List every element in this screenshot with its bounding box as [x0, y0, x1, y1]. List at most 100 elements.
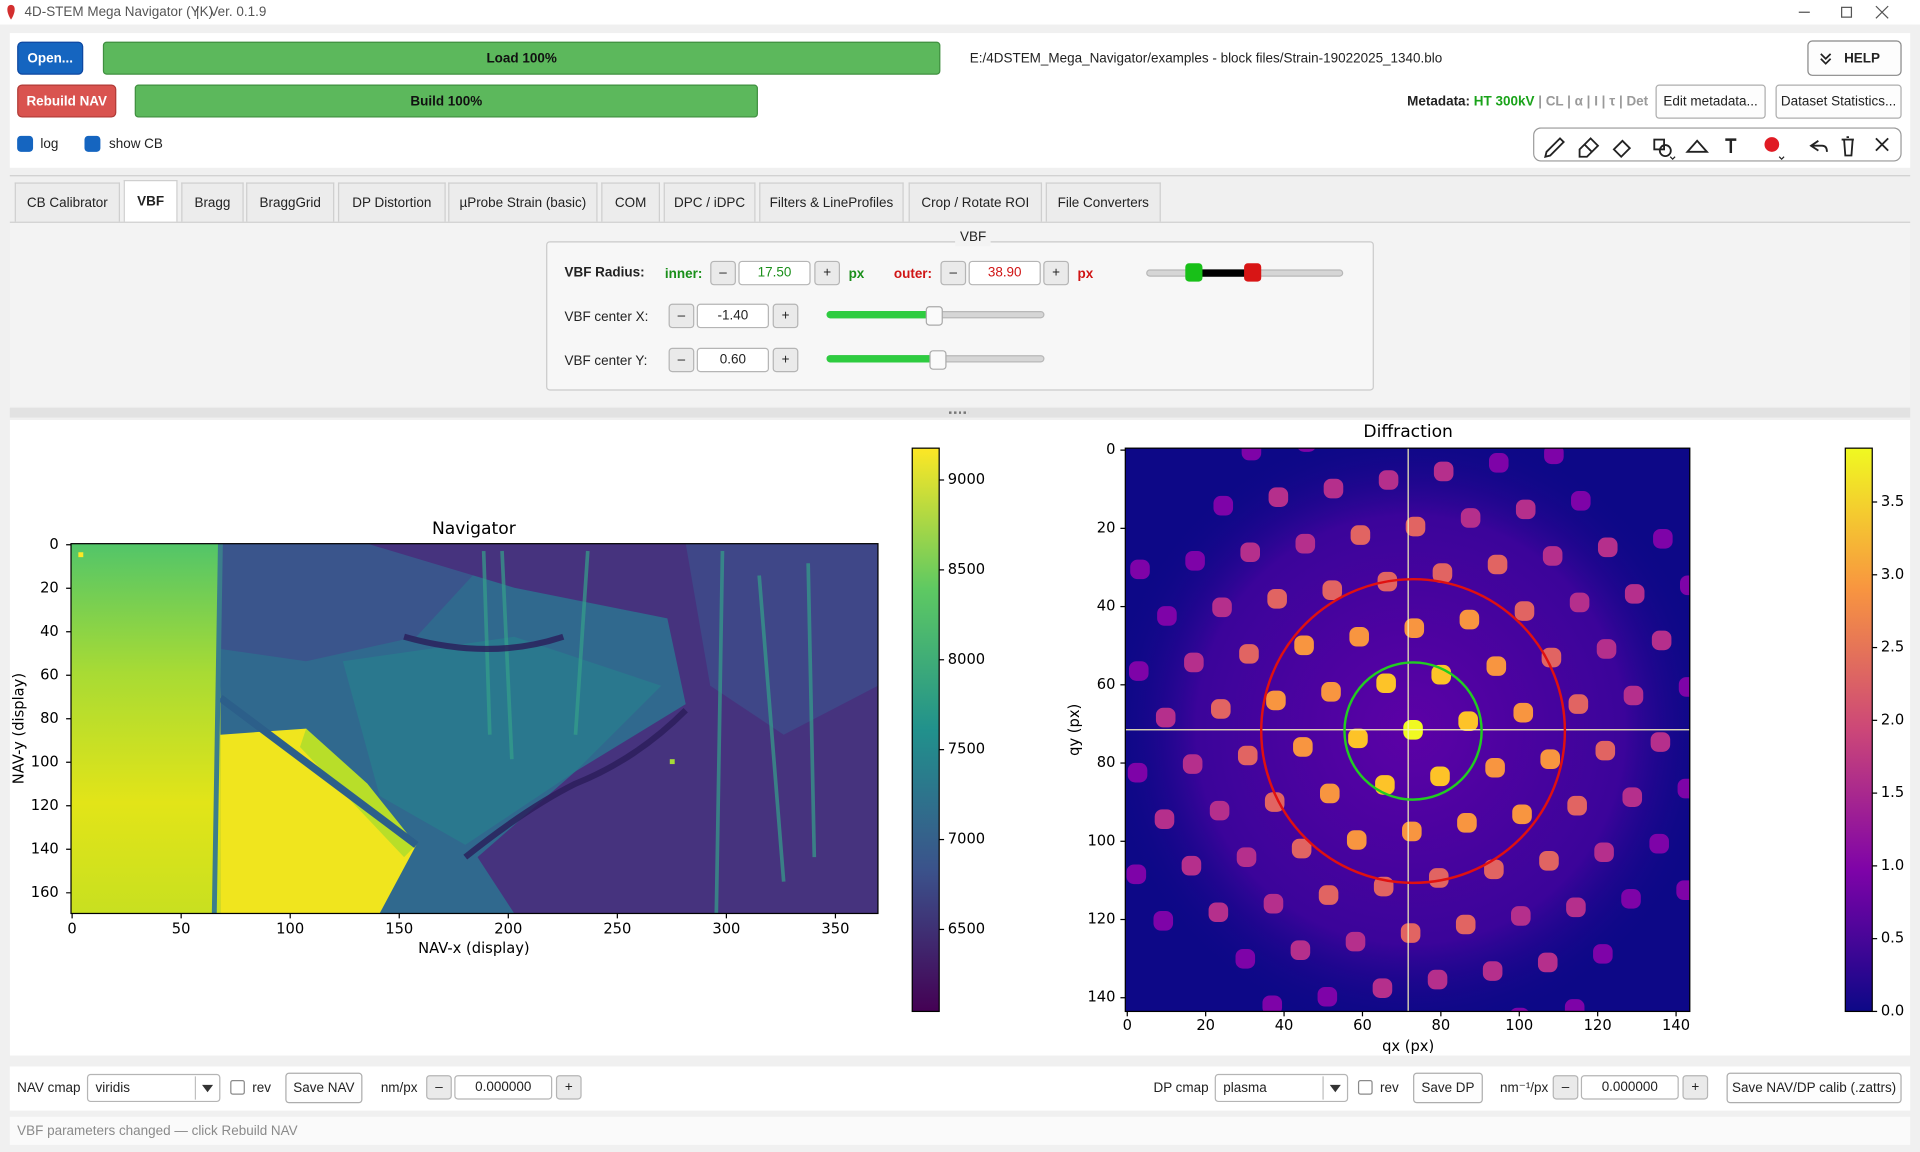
- navigator-xlabel: NAV-x (display): [418, 940, 530, 957]
- diffraction-spot: [1318, 885, 1339, 905]
- dp-cmap-combo[interactable]: plasma: [1214, 1073, 1349, 1103]
- center-x-handle[interactable]: [925, 306, 943, 326]
- outer-increment[interactable]: +: [1043, 260, 1069, 286]
- tab[interactable]: COM: [601, 182, 661, 222]
- load-progress: Load 100%: [102, 41, 941, 75]
- outer-handle[interactable]: [1244, 263, 1262, 282]
- inner-radius-circle: [1343, 661, 1483, 801]
- center-y-fill: [826, 355, 938, 363]
- diffraction-spot: [1181, 855, 1202, 876]
- center-x-decrement[interactable]: –: [668, 303, 695, 329]
- nm-px-increment[interactable]: +: [555, 1075, 582, 1100]
- tab[interactable]: Crop / Rotate ROI: [908, 182, 1043, 222]
- diffraction-spot: [1597, 537, 1618, 558]
- tab[interactable]: DP Distortion: [337, 182, 446, 222]
- tab[interactable]: µProbe Strain (basic): [448, 182, 598, 222]
- eraser-tool[interactable]: [1578, 137, 1600, 158]
- center-x-field[interactable]: -1.40: [696, 303, 769, 329]
- outer-decrement[interactable]: –: [940, 260, 967, 286]
- diffraction-spot: [1678, 677, 1690, 697]
- close-tool[interactable]: [1875, 137, 1889, 152]
- undo-tool[interactable]: [1809, 140, 1828, 152]
- nav-rev-checkbox[interactable]: [230, 1080, 245, 1095]
- save-dp-button[interactable]: Save DP: [1413, 1072, 1483, 1104]
- inner-increment[interactable]: +: [814, 260, 841, 286]
- inv-nm-px-increment[interactable]: +: [1682, 1075, 1709, 1100]
- diffraction-spot: [1676, 880, 1690, 900]
- x-tick-label: 100: [276, 920, 304, 937]
- log-checkbox[interactable]: [17, 135, 34, 152]
- diffraction-spot: [1209, 800, 1230, 821]
- diffraction-spot: [1513, 702, 1534, 723]
- rebuild-button[interactable]: Rebuild NAV: [17, 84, 117, 118]
- tab-active[interactable]: VBF: [123, 180, 178, 223]
- tab[interactable]: File Converters: [1045, 182, 1161, 222]
- drawing-tools: [1533, 127, 1902, 162]
- nav-cmap-combo[interactable]: viridis: [86, 1073, 221, 1103]
- tab[interactable]: CB Calibrator: [14, 182, 121, 222]
- diffraction-spot: [1154, 809, 1175, 829]
- nm-px-field[interactable]: 0.000000: [454, 1075, 553, 1100]
- colorbar-tick-label: 3.5: [1881, 493, 1904, 510]
- title-separator: |: [195, 4, 200, 20]
- colorbar-tick-label: 2.0: [1881, 711, 1904, 728]
- tab[interactable]: Filters & LineProfiles: [759, 182, 904, 222]
- diffraction-spot: [1241, 448, 1262, 461]
- center-y-handle[interactable]: [929, 350, 947, 370]
- small-eraser-tool[interactable]: [1612, 139, 1632, 159]
- inv-nm-px-decrement[interactable]: –: [1552, 1075, 1579, 1100]
- diffraction-spot: [1622, 787, 1643, 807]
- diffraction-spot: [1541, 647, 1562, 668]
- tab[interactable]: BraggGrid: [246, 182, 335, 222]
- nm-px-decrement[interactable]: –: [426, 1075, 452, 1100]
- dp-cmap-arrow[interactable]: [1322, 1074, 1348, 1102]
- colorbar-tick-label: 1.0: [1881, 857, 1904, 874]
- status-text: VBF parameters changed — click Rebuild N…: [17, 1124, 298, 1139]
- diffraction-spot: [1680, 575, 1690, 596]
- x-tick-label: 50: [172, 920, 191, 937]
- window-controls[interactable]: [1795, 4, 1905, 21]
- navigator-frame: [70, 543, 879, 915]
- inner-decrement[interactable]: –: [710, 260, 736, 286]
- show-cb-checkbox[interactable]: [84, 135, 101, 152]
- edit-metadata-button[interactable]: Edit metadata...: [1655, 84, 1766, 119]
- color-tool[interactable]: [1764, 137, 1780, 152]
- center-y-field[interactable]: 0.60: [696, 347, 769, 373]
- dataset-statistics-button[interactable]: Dataset Statistics...: [1775, 84, 1902, 119]
- tab[interactable]: DPC / iDPC: [663, 182, 756, 222]
- diffraction-spot: [1511, 906, 1531, 926]
- help-button[interactable]: HELP: [1807, 40, 1902, 76]
- diffraction-spot: [1295, 533, 1316, 554]
- outer-field[interactable]: 38.90: [968, 260, 1041, 286]
- x-tick-label: 0: [67, 920, 76, 937]
- open-button[interactable]: Open...: [17, 41, 84, 75]
- delete-tool[interactable]: [1841, 136, 1854, 157]
- radius-range-fill: [1193, 269, 1253, 277]
- angle-tool[interactable]: [1685, 139, 1709, 153]
- save-calib-button[interactable]: Save NAV/DP calib (.zattrs): [1726, 1072, 1902, 1104]
- dp-rev-checkbox[interactable]: [1357, 1080, 1373, 1095]
- diffraction-spot: [1621, 888, 1641, 909]
- y-tick-label: 120: [1087, 911, 1115, 928]
- inv-nm-px-field[interactable]: 0.000000: [1580, 1075, 1679, 1100]
- pencil-tool[interactable]: [1544, 137, 1565, 158]
- inner-label: inner:: [664, 266, 703, 282]
- save-nav-button[interactable]: Save NAV: [285, 1072, 363, 1104]
- diffraction-spot: [1184, 652, 1204, 673]
- center-y-increment[interactable]: +: [772, 347, 799, 373]
- y-tick-label: 40: [40, 623, 59, 640]
- colorbar-tick-label: 3.0: [1881, 566, 1904, 583]
- diffraction-spot: [1564, 999, 1585, 1012]
- inner-field[interactable]: 17.50: [738, 260, 811, 286]
- diffraction-spot: [1237, 745, 1258, 766]
- inner-handle[interactable]: [1185, 263, 1203, 282]
- text-tool[interactable]: [1725, 138, 1737, 154]
- diffraction-spot: [1349, 626, 1369, 647]
- nav-cmap-arrow[interactable]: [194, 1074, 221, 1102]
- center-y-decrement[interactable]: –: [668, 347, 695, 373]
- center-x-increment[interactable]: +: [772, 303, 799, 329]
- diffraction-spot: [1653, 528, 1673, 549]
- tab[interactable]: Bragg: [181, 182, 244, 222]
- colorbar-tick-label: 8500: [948, 561, 985, 578]
